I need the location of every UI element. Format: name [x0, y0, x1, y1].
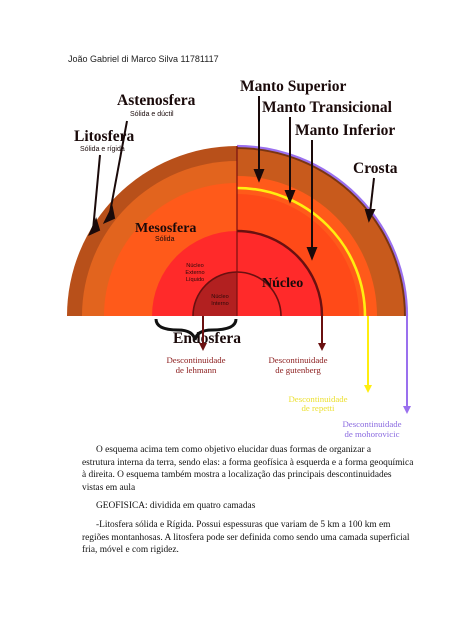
crosta-arrowhead	[364, 209, 376, 223]
gutenberg-label-line-2: de gutenberg	[275, 365, 321, 375]
gutenberg-label-line-1: Descontinuidade	[268, 355, 327, 365]
manto-transicional-arrowhead	[284, 190, 296, 204]
manto-superior-label: Manto Superior	[240, 78, 346, 95]
intro-line-1: O esquema acima tem como objetivo elucid…	[96, 445, 371, 455]
nucleo-interno-line-1: Núcleo	[211, 294, 228, 300]
crosta-label: Crosta	[353, 160, 398, 177]
mohorovicic-label-line-2: de mohorovicic	[345, 429, 400, 439]
mesosfera-label: Mesosfera	[135, 221, 196, 236]
core-layer	[237, 231, 322, 316]
repetti-label-line-2: de repetti	[302, 403, 336, 413]
manto-inferior-arrowhead	[306, 247, 318, 261]
repetti-label-line-1: Descontinuidade	[288, 394, 347, 404]
litosfera-paragraph: -Litosfera sólida e Rígida. Possui espes…	[82, 519, 410, 557]
manto-superior-arrowhead	[253, 169, 265, 183]
astenosfera-sub-label: Sólida e dúctil	[130, 111, 174, 118]
litosfera-label: Litosfera	[74, 128, 135, 145]
litosfera-sub-label: Sólida e rígida	[80, 146, 125, 153]
inner-core-layer	[193, 272, 237, 316]
litosfera-line-1: -Litosfera sólida e Rígida. Possui espes…	[96, 520, 391, 530]
mohorovicic-pointer-head	[403, 406, 411, 414]
gutenberg-pointer-head	[318, 343, 326, 351]
mohorovicic-line	[236, 144, 409, 317]
nucleo-externo-line-1: Núcleo	[186, 263, 203, 269]
lehmann-pointer-head	[199, 343, 207, 351]
intro-line-3: à direita. O esquema também mostra a loc…	[82, 470, 392, 481]
author-name: João Gabriel di Marco Silva 11781117	[68, 54, 219, 64]
litosfera-arrowhead	[88, 217, 101, 236]
nucleo-label: Núcleo	[262, 276, 303, 291]
endosfera-brace	[154, 318, 238, 341]
intro-paragraph: O esquema acima tem como objetivo elucid…	[82, 444, 413, 494]
litosfera-line-2: regiões montanhosas. A litosfera pode se…	[82, 532, 410, 543]
mesosfera-sub-label: Sólida	[155, 236, 175, 243]
gutenberg-line	[236, 229, 324, 317]
astenosfera-label: Astenosfera	[117, 92, 196, 109]
repetti-line-visible	[236, 186, 367, 317]
repetti-pointer-head	[364, 385, 372, 393]
geofisica-heading: GEOFISICA: dividida em quatro camadas	[96, 501, 256, 511]
nucleo-interno-line-2: Interno	[211, 301, 228, 307]
intro-line-2: estrutura interna da terra, sendo elas: …	[82, 457, 414, 468]
intro-line-4: vistas em aula	[82, 482, 136, 493]
astenosfera-arrowhead	[102, 204, 116, 225]
geophysical-half	[67, 146, 237, 316]
mohorovicic-label-line-1: Descontinuidade	[342, 419, 401, 429]
litosfera-arrow	[92, 154, 101, 231]
lehmann-label-line-1: Descontinuidade	[166, 355, 225, 365]
manto-inferior-label: Manto Inferior	[295, 122, 395, 139]
crosta-arrow	[369, 177, 375, 214]
lehmann-label-line-2: de lehmann	[176, 365, 217, 375]
endosfera-label: Endosfera	[173, 330, 241, 347]
astenosfera-arrow	[108, 120, 128, 219]
litosfera-line-3: fria, móvel e com rigidez.	[82, 545, 179, 556]
nucleo-externo-line-2: Externo	[185, 270, 204, 276]
manto-transicional-label: Manto Transicional	[262, 99, 393, 116]
nucleo-externo-line-3: Líquido	[186, 277, 204, 283]
geochemical-half	[237, 146, 407, 316]
